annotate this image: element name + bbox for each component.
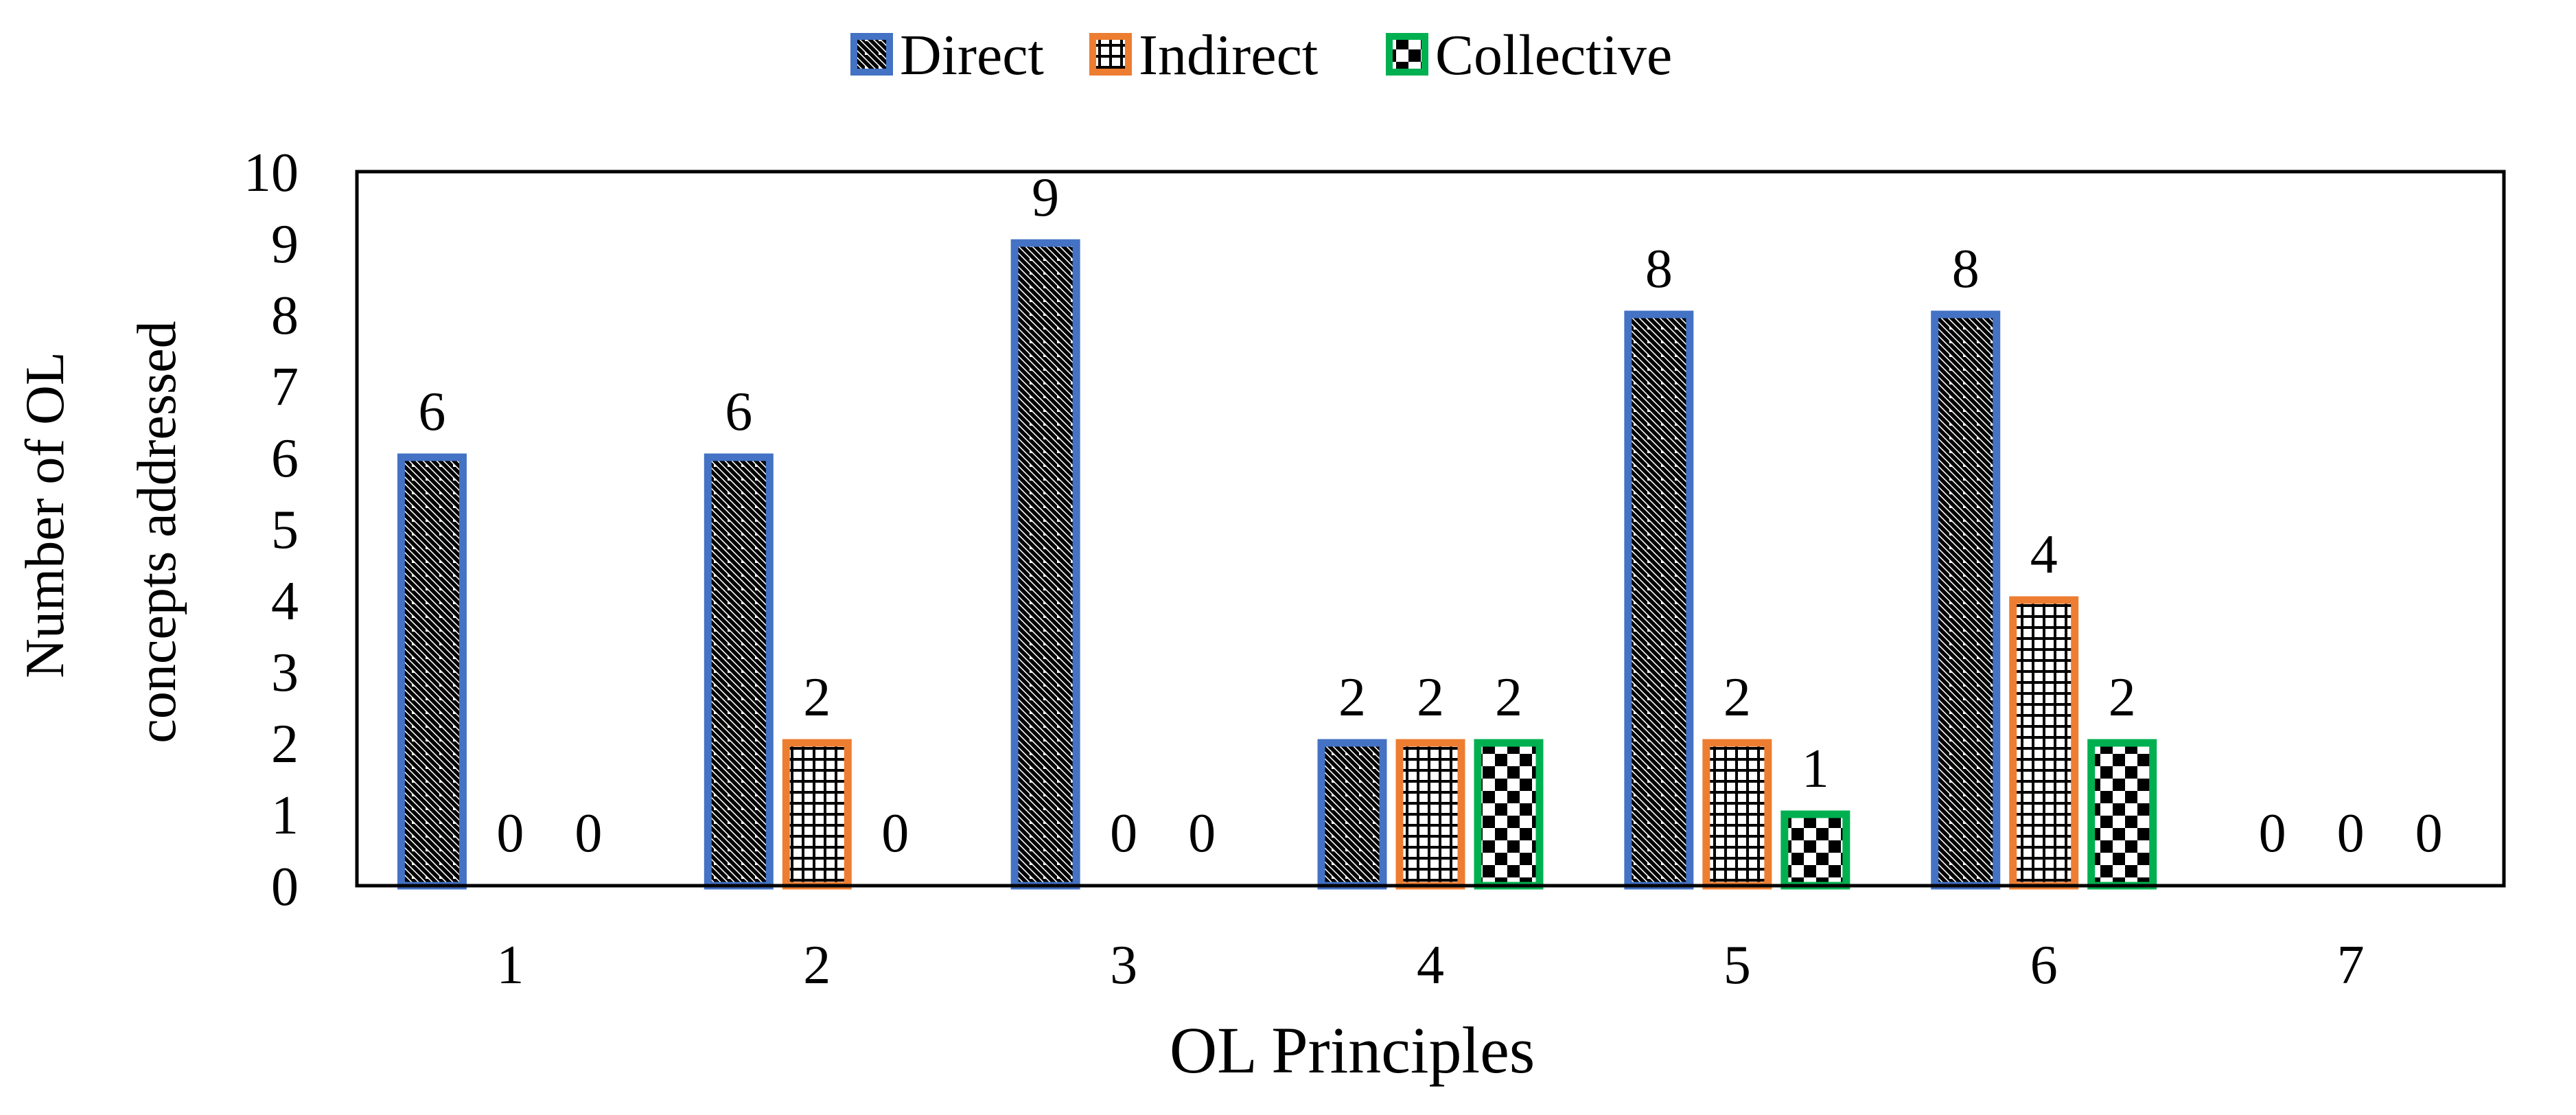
x-tick-label: 7 — [2337, 935, 2365, 996]
y-axis-label-line-1: Number of OL — [15, 352, 76, 678]
y-tick-label: 1 — [271, 785, 299, 846]
x-tick-label: 4 — [1417, 935, 1444, 996]
data-label: 2 — [1724, 667, 1751, 728]
bar-direct-4 — [1317, 739, 1387, 890]
data-label: 2 — [1417, 667, 1444, 728]
x-tick-label: 5 — [1724, 935, 1751, 996]
data-label: 0 — [1110, 803, 1137, 864]
bar-indirect-4 — [1395, 739, 1465, 890]
x-axis-ticks: 1 2 3 4 5 6 7 — [496, 935, 2364, 996]
legend-label: Indirect — [1139, 23, 1318, 87]
data-label: 0 — [575, 803, 602, 864]
y-tick-label: 9 — [271, 214, 299, 275]
y-axis-ticks: 0 1 2 3 4 5 6 7 8 9 10 — [244, 143, 299, 917]
bar-indirect-5 — [1702, 739, 1772, 890]
data-label: 6 — [418, 382, 445, 442]
plot-area-frame — [355, 170, 2506, 888]
x-tick-label: 3 — [1110, 935, 1137, 996]
bar-collective-6 — [2087, 739, 2157, 890]
legend-swatch-collective — [1386, 33, 1428, 76]
x-tick-label: 2 — [803, 935, 831, 996]
data-label: 2 — [1495, 667, 1522, 728]
data-label: 4 — [2030, 525, 2058, 585]
y-axis-label: Number of OL concepts addressed — [15, 321, 187, 743]
legend-item-direct: Direct — [850, 23, 1044, 87]
legend-swatch-indirect — [1089, 33, 1132, 76]
y-tick-label: 6 — [271, 428, 299, 489]
x-tick-label: 6 — [2030, 935, 2058, 996]
y-tick-label: 2 — [271, 714, 299, 774]
data-label: 2 — [2109, 667, 2136, 728]
y-tick-label: 8 — [271, 286, 299, 346]
legend-label: Direct — [900, 23, 1044, 87]
data-label: 0 — [2259, 803, 2286, 864]
x-tick-label: 1 — [496, 935, 524, 996]
data-label: 0 — [881, 803, 909, 864]
data-label: 2 — [1338, 667, 1366, 728]
bar-direct-1 — [397, 453, 467, 890]
data-label: 2 — [803, 667, 831, 728]
bar-collective-5 — [1780, 810, 1850, 890]
y-axis-label-line-2: concepts addressed — [127, 321, 187, 743]
bar-direct-6 — [1931, 310, 2001, 890]
data-label: 8 — [1645, 239, 1673, 299]
data-label: 0 — [1188, 803, 1216, 864]
data-label: 0 — [496, 803, 524, 864]
data-label: 8 — [1952, 239, 1980, 299]
data-label: 1 — [1802, 739, 1829, 799]
data-label: 9 — [1032, 168, 1059, 228]
bar-indirect-2 — [782, 739, 852, 890]
x-axis-label: OL Principles — [1170, 1013, 1535, 1087]
legend-label: Collective — [1435, 23, 1672, 87]
bar-direct-5 — [1624, 310, 1694, 890]
legend: Direct Indirect Collective — [850, 23, 1672, 87]
y-tick-label: 3 — [271, 643, 299, 703]
y-tick-label: 5 — [271, 500, 299, 560]
bar-direct-3 — [1010, 239, 1080, 890]
data-label: 6 — [725, 382, 752, 442]
y-tick-label: 10 — [244, 143, 299, 203]
legend-item-indirect: Indirect — [1089, 23, 1318, 87]
data-label: 0 — [2337, 803, 2365, 864]
bars — [397, 239, 2157, 890]
data-label: 0 — [2415, 803, 2443, 864]
bar-indirect-6 — [2009, 596, 2079, 890]
y-tick-label: 4 — [271, 571, 299, 632]
y-tick-label: 7 — [271, 357, 299, 417]
legend-item-collective: Collective — [1386, 23, 1672, 87]
legend-swatch-direct — [850, 33, 893, 76]
y-tick-label: 0 — [271, 857, 299, 917]
bar-collective-4 — [1474, 739, 1544, 890]
bar-direct-2 — [704, 453, 774, 890]
